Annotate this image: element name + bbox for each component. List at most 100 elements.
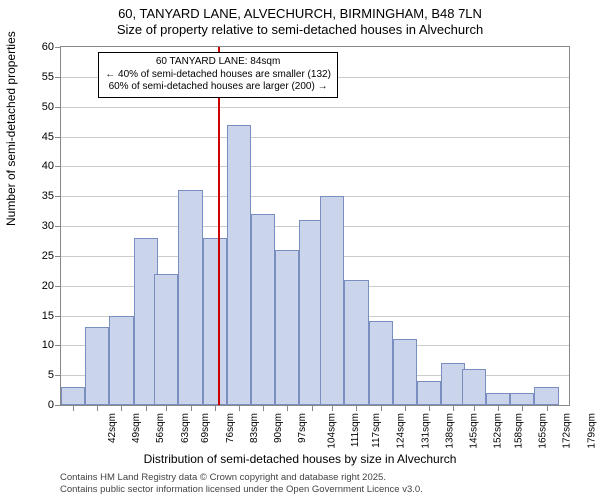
y-tick-label: 55 (24, 71, 54, 83)
x-tick-mark (146, 406, 147, 411)
x-tick-label: 158sqm (514, 413, 525, 449)
annotation-line-2: ← 40% of semi-detached houses are smalle… (105, 69, 331, 82)
y-tick-mark (55, 375, 60, 376)
histogram-bar (534, 387, 558, 405)
y-tick-label: 60 (24, 41, 54, 53)
x-tick-label: 172sqm (562, 413, 573, 449)
x-tick-mark (522, 406, 523, 411)
y-gridline (61, 196, 569, 197)
histogram-bar (369, 321, 393, 405)
credit-line-1: Contains HM Land Registry data © Crown c… (60, 472, 423, 484)
x-tick-mark (287, 406, 288, 411)
x-tick-label: 111sqm (350, 413, 361, 447)
x-tick-label: 104sqm (327, 413, 338, 449)
annotation-line-1: 60 TANYARD LANE: 84sqm (105, 56, 331, 69)
y-tick-label: 50 (24, 101, 54, 113)
y-tick-mark (55, 47, 60, 48)
x-tick-label: 117sqm (371, 413, 382, 448)
x-tick-mark (381, 406, 382, 411)
title-line-2: Size of property relative to semi-detach… (0, 22, 600, 38)
histogram-bar (203, 238, 227, 405)
histogram-bar (275, 250, 299, 405)
histogram-bar (178, 190, 202, 405)
y-gridline (61, 137, 569, 138)
chart-title: 60, TANYARD LANE, ALVECHURCH, BIRMINGHAM… (0, 0, 600, 39)
x-tick-label: 76sqm (225, 413, 236, 443)
x-tick-label: 179sqm (586, 413, 597, 449)
x-tick-label: 152sqm (493, 413, 504, 449)
x-tick-label: 97sqm (297, 413, 308, 443)
credits: Contains HM Land Registry data © Crown c… (60, 472, 423, 496)
x-tick-mark (121, 406, 122, 411)
y-tick-label: 25 (24, 250, 54, 262)
subject-marker-line (218, 47, 220, 405)
x-tick-mark (73, 406, 74, 411)
credit-line-2: Contains public sector information licen… (60, 484, 423, 496)
y-axis-title: Number of semi-detached properties (4, 31, 18, 226)
histogram-bar (510, 393, 534, 405)
y-tick-mark (55, 345, 60, 346)
x-tick-label: 42sqm (107, 413, 118, 443)
y-tick-mark (55, 286, 60, 287)
histogram-bar (393, 339, 417, 405)
y-tick-mark (55, 256, 60, 257)
annotation-line-3: 60% of semi-detached houses are larger (… (105, 81, 331, 94)
x-tick-label: 124sqm (396, 413, 407, 449)
x-tick-label: 63sqm (180, 413, 191, 443)
x-tick-label: 49sqm (131, 413, 142, 443)
annotation-box: 60 TANYARD LANE: 84sqm← 40% of semi-deta… (98, 52, 338, 98)
y-tick-label: 0 (24, 399, 54, 411)
y-tick-mark (55, 405, 60, 406)
y-tick-label: 30 (24, 220, 54, 232)
y-gridline (61, 107, 569, 108)
chart-container: 60, TANYARD LANE, ALVECHURCH, BIRMINGHAM… (0, 0, 600, 500)
x-tick-mark (547, 406, 548, 411)
x-tick-mark (429, 406, 430, 411)
x-tick-mark (312, 406, 313, 411)
y-tick-label: 40 (24, 160, 54, 172)
histogram-bar (486, 393, 510, 405)
histogram-bar (344, 280, 368, 405)
x-axis-title: Distribution of semi-detached houses by … (0, 452, 600, 466)
x-tick-label: 83sqm (249, 413, 260, 443)
x-tick-mark (453, 406, 454, 411)
y-tick-mark (55, 226, 60, 227)
y-tick-label: 20 (24, 280, 54, 292)
histogram-bar (462, 369, 486, 405)
x-tick-label: 56sqm (155, 413, 166, 443)
y-tick-mark (55, 196, 60, 197)
x-tick-mark (498, 406, 499, 411)
plot-area (60, 46, 570, 406)
y-tick-mark (55, 107, 60, 108)
y-tick-mark (55, 77, 60, 78)
histogram-bar (417, 381, 441, 405)
x-tick-label: 165sqm (538, 413, 549, 449)
x-tick-label: 138sqm (444, 413, 455, 449)
x-tick-label: 90sqm (273, 413, 284, 443)
x-tick-label: 69sqm (200, 413, 211, 443)
histogram-bar (61, 387, 85, 405)
y-gridline (61, 166, 569, 167)
x-tick-mark (356, 406, 357, 411)
y-tick-label: 45 (24, 131, 54, 143)
histogram-bar (154, 274, 178, 405)
y-tick-label: 15 (24, 310, 54, 322)
histogram-bar (320, 196, 344, 405)
x-tick-mark (474, 406, 475, 411)
histogram-bar (227, 125, 251, 405)
y-tick-label: 5 (24, 369, 54, 381)
title-line-1: 60, TANYARD LANE, ALVECHURCH, BIRMINGHAM… (0, 6, 600, 22)
x-tick-mark (405, 406, 406, 411)
x-tick-mark (239, 406, 240, 411)
y-tick-mark (55, 316, 60, 317)
y-tick-mark (55, 137, 60, 138)
x-tick-label: 131sqm (420, 413, 431, 449)
y-tick-label: 35 (24, 190, 54, 202)
histogram-bar (109, 316, 133, 406)
x-tick-label: 145sqm (469, 413, 480, 449)
x-tick-mark (215, 406, 216, 411)
x-tick-mark (191, 406, 192, 411)
x-tick-mark (263, 406, 264, 411)
y-tick-mark (55, 166, 60, 167)
histogram-bar (251, 214, 275, 405)
